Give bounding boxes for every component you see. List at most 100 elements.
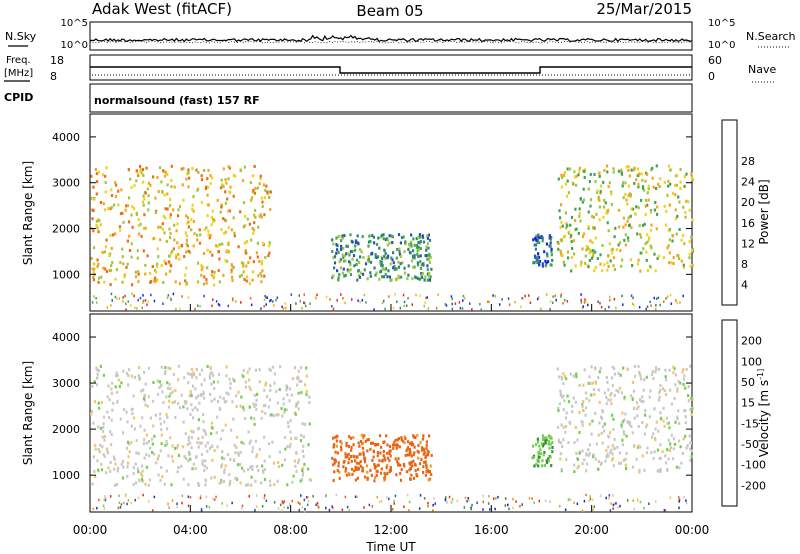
echo-cell <box>388 241 391 245</box>
echo-cell <box>584 261 587 265</box>
echo-cell <box>581 403 584 407</box>
echo-cell <box>262 404 266 408</box>
echo-cell <box>242 375 245 379</box>
echo-cell <box>643 506 645 510</box>
echo-cell <box>269 483 272 487</box>
echo-cell <box>92 229 95 233</box>
echo-cell <box>263 196 266 200</box>
echo-cell <box>372 235 375 239</box>
echo-cell <box>354 465 357 469</box>
echo-cell <box>650 245 653 249</box>
echo-cell <box>504 497 507 500</box>
echo-cell <box>632 380 635 384</box>
echo-cell <box>224 190 227 194</box>
echo-cell <box>419 234 422 238</box>
echo-cell <box>215 495 217 499</box>
echo-cell <box>567 441 570 445</box>
echo-cell <box>192 371 195 375</box>
echo-cell <box>664 375 667 379</box>
echo-cell <box>688 208 691 212</box>
colorbar-tick-label: 15 <box>741 397 755 410</box>
echo-cell <box>603 429 606 433</box>
echo-cell <box>349 436 353 440</box>
echo-cell <box>338 260 341 264</box>
echo-cell <box>160 433 163 437</box>
echo-cell <box>663 508 666 512</box>
echo-cell <box>156 278 159 282</box>
echo-cell <box>655 227 658 231</box>
echo-cell <box>545 461 549 465</box>
echo-cell <box>428 253 431 257</box>
echo-cell <box>534 236 537 240</box>
echo-cell <box>686 444 689 447</box>
echo-cell <box>225 399 228 403</box>
echo-cell <box>348 260 351 264</box>
echo-cell <box>691 177 694 181</box>
echo-cell <box>337 464 340 468</box>
echo-cell <box>643 222 646 226</box>
echo-cell <box>225 365 228 369</box>
echo-cell <box>250 416 253 420</box>
echo-cell <box>265 296 268 300</box>
y-tick-label: 2000 <box>52 423 80 436</box>
echo-cell <box>212 497 214 501</box>
echo-cell <box>193 232 196 236</box>
echo-cell <box>329 298 331 301</box>
echo-cell <box>204 430 207 433</box>
echo-cell <box>332 436 335 440</box>
echo-cell <box>400 438 403 442</box>
echo-cell <box>187 438 190 442</box>
echo-cell <box>196 441 199 444</box>
echo-cell <box>332 445 335 449</box>
echo-cell <box>165 272 168 276</box>
echo-cell <box>170 185 173 189</box>
echo-cell <box>650 373 653 377</box>
echo-cell <box>637 405 640 409</box>
echo-cell <box>426 264 429 268</box>
echo-cell <box>177 402 180 406</box>
echo-cell <box>98 219 101 223</box>
echo-cell <box>208 374 212 378</box>
echo-cell <box>418 507 421 510</box>
echo-cell <box>406 447 409 451</box>
echo-cell <box>338 476 341 480</box>
echo-cell <box>425 466 428 470</box>
echo-cell <box>130 255 133 259</box>
echo-cell <box>536 261 539 265</box>
echo-cell <box>559 504 561 508</box>
echo-cell <box>588 251 591 255</box>
echo-cell <box>130 213 133 217</box>
echo-cell <box>256 241 259 245</box>
echo-cell <box>121 460 125 464</box>
noise-right-tick-top: 10^5 <box>708 18 735 29</box>
echo-cell <box>221 502 223 505</box>
echo-cell <box>182 477 185 481</box>
echo-cell <box>537 450 540 454</box>
echo-cell <box>229 457 232 461</box>
echo-cell <box>642 188 645 192</box>
echo-cell <box>687 385 690 389</box>
echo-cell <box>154 276 157 280</box>
echo-cell <box>282 307 284 310</box>
echo-cell <box>154 211 157 215</box>
echo-cell <box>346 505 349 509</box>
echo-cell <box>134 275 138 279</box>
echo-cell <box>549 442 552 446</box>
echo-cell <box>421 437 424 441</box>
echo-cell <box>480 308 482 312</box>
echo-cell <box>92 275 95 279</box>
echo-cell <box>383 254 386 258</box>
echo-cell <box>342 267 345 271</box>
echo-cell <box>529 301 532 304</box>
echo-cell <box>97 230 100 234</box>
echo-cell <box>224 423 227 427</box>
echo-cell <box>346 244 349 248</box>
echo-cell <box>624 243 627 247</box>
echo-cell <box>135 439 138 443</box>
echo-cell <box>253 165 256 168</box>
echo-cell <box>232 377 235 381</box>
echo-cell <box>612 417 615 421</box>
echo-cell <box>227 177 230 181</box>
echo-cell <box>637 499 639 502</box>
echo-cell <box>613 367 616 371</box>
